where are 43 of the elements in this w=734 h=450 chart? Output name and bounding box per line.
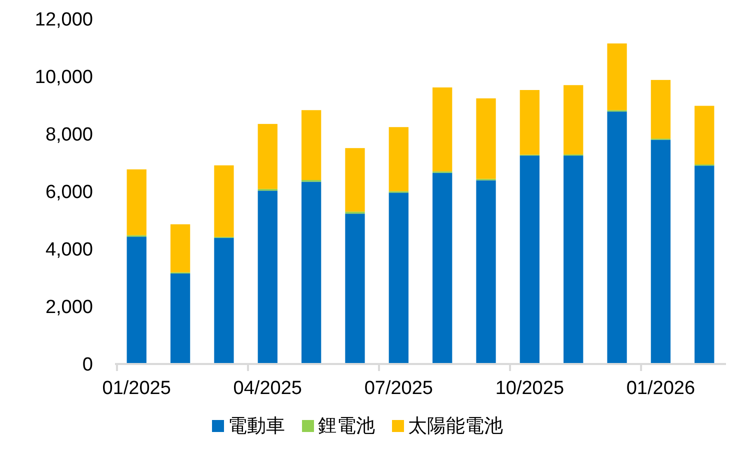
bar [126,169,146,236]
bar [432,87,452,172]
bar [694,106,714,164]
y-tick-label: 8,000 [45,124,93,146]
x-tick-label: 07/2025 [364,378,434,399]
y-tick-label: 12,000 [34,10,93,31]
bar [564,156,584,364]
legend-label: 太陽能電池 [408,416,503,437]
y-tick-label: 10,000 [34,67,93,88]
y-tick-label: 2,000 [45,297,93,318]
legend-label: 鋰電池 [318,416,375,437]
bar [388,192,408,364]
bar [520,90,540,155]
bar [432,172,452,364]
bar [258,190,278,364]
y-tick-label: 6,000 [45,182,93,204]
x-tick-label: 01/2025 [102,378,171,399]
bar [170,224,190,272]
y-tick-label: 0 [82,354,93,376]
bar [650,80,671,139]
bar [607,112,627,364]
bar [476,98,496,179]
legend-label: 電動車 [228,416,285,437]
bar [694,166,714,364]
bar [345,214,365,364]
y-tick-label: 4,000 [45,240,93,261]
bar [258,124,278,189]
bar [607,43,627,110]
bar [126,236,146,364]
bar [476,180,496,364]
bar [345,148,365,212]
bar [214,165,234,237]
bar [564,85,584,154]
x-tick-label: 01/2026 [626,378,696,399]
bar [650,140,671,364]
bar [214,238,234,364]
bar [388,127,408,192]
bar [170,273,190,364]
bar [301,182,322,364]
x-tick-label: 10/2025 [495,378,564,399]
bar [520,156,540,364]
bar [301,110,322,180]
x-tick-label: 04/2025 [233,378,302,399]
